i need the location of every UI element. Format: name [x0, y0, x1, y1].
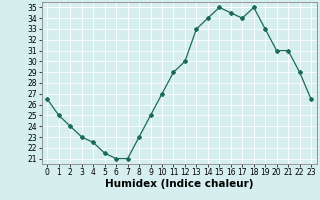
X-axis label: Humidex (Indice chaleur): Humidex (Indice chaleur)	[105, 179, 253, 189]
